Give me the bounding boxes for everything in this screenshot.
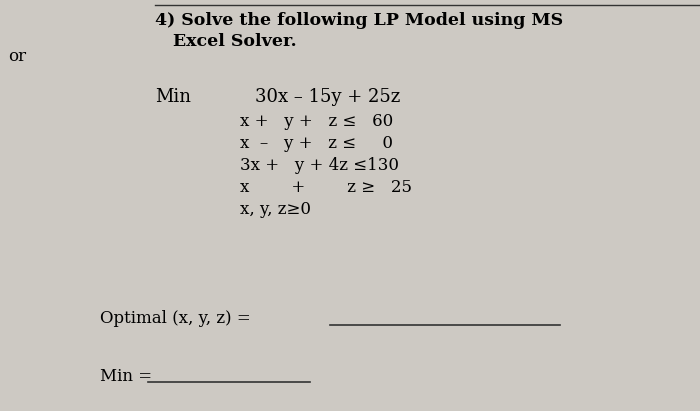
Text: x, y, z≥0: x, y, z≥0 <box>240 201 311 218</box>
Text: Excel Solver.: Excel Solver. <box>155 33 297 50</box>
Text: Min =: Min = <box>100 368 152 385</box>
Text: Optimal (x, y, z) =: Optimal (x, y, z) = <box>100 310 251 327</box>
Text: x  –   y +   z ≤     0: x – y + z ≤ 0 <box>240 135 393 152</box>
Text: 3x +   y + 4z ≤130: 3x + y + 4z ≤130 <box>240 157 399 174</box>
Text: 4) Solve the following LP Model using MS: 4) Solve the following LP Model using MS <box>155 12 563 29</box>
Text: or: or <box>8 48 26 65</box>
Text: Min: Min <box>155 88 191 106</box>
Text: x +   y +   z ≤   60: x + y + z ≤ 60 <box>240 113 393 130</box>
Text: 30x – 15y + 25z: 30x – 15y + 25z <box>255 88 400 106</box>
Text: x        +        z ≥   25: x + z ≥ 25 <box>240 179 412 196</box>
